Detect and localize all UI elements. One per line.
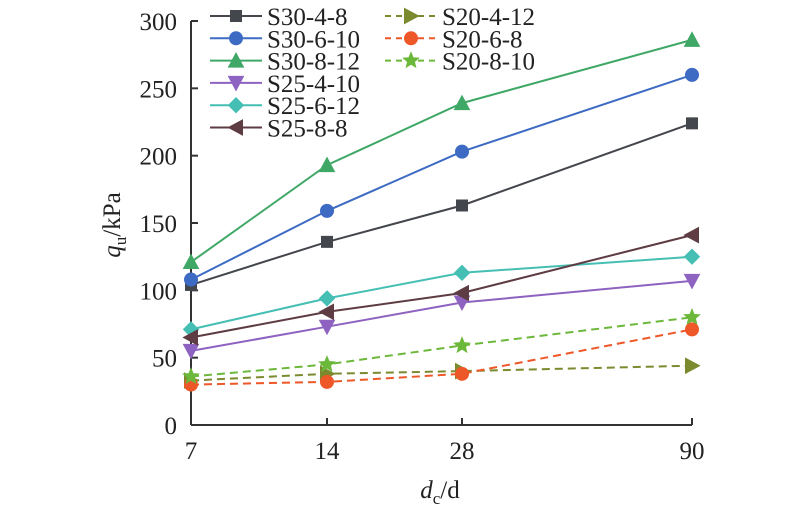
legend-marker [229,31,243,46]
data-point [683,31,701,47]
data-point [685,322,699,337]
y-axis-title-unit: /kPa [99,192,126,236]
y-tick-label: 150 [140,211,178,238]
legend-item: S25-6-12 [210,93,360,120]
legend-item: S20-8-10 [385,49,535,76]
legend-label: S30-6-10 [267,26,360,53]
legend-marker [404,7,420,25]
data-point [456,199,468,212]
data-point [686,117,698,130]
data-point [453,94,471,111]
series-line [190,122,693,286]
data-point [318,156,336,173]
data-point [318,290,336,307]
data-point [455,366,469,381]
y-axis-title-sub: u [111,236,130,245]
legend-label: S20-8-10 [442,49,535,76]
legend-label: S30-4-8 [267,4,348,31]
y-axis-title-var: q [99,245,126,258]
x-axis-title-unit: /d [440,477,460,504]
series-line [190,279,693,352]
y-tick-label: 300 [140,9,178,36]
legend-item: S25-4-10 [210,71,360,98]
y-tick-label: 0 [165,413,178,440]
data-point [182,367,200,385]
data-point [685,357,701,375]
series-line [190,255,693,331]
series-line [190,316,693,378]
legend-label: S20-4-12 [442,4,535,31]
data-point [321,235,333,248]
series-line [190,73,693,281]
data-point [318,355,336,372]
y-tick-label: 250 [140,76,178,103]
legend-marker [404,31,418,46]
data-point [318,319,336,336]
data-point [683,307,701,325]
data-point [320,374,334,389]
legend-label: S25-4-10 [267,71,360,98]
legend-label: S20-6-8 [442,26,523,53]
data-point [182,343,200,360]
x-axis-title: dc/d [420,477,460,508]
data-point [318,303,334,321]
x-tick-label: 28 [450,438,475,465]
y-tick-label: 200 [140,144,178,171]
legend-item: S30-8-12 [210,49,360,76]
legend-marker [227,75,245,92]
series-S25-4-10 [182,273,701,360]
legend-item: S25-8-8 [210,116,348,143]
data-point [320,203,334,218]
series-S25-8-8 [182,226,699,346]
data-point [453,264,471,282]
series-S20-8-10 [182,307,701,385]
series-S20-6-8 [184,322,699,392]
legend-item: S20-4-12 [385,4,535,31]
series-line [190,364,693,382]
series-S30-6-10 [184,67,699,287]
series-line [190,328,693,386]
x-ticks: 7 14 28 90 [185,418,705,465]
series-line [190,38,693,263]
series-line [190,234,693,339]
series-group [182,31,701,392]
x-axis-title-var: d [420,477,433,504]
series-S30-4-8 [185,117,698,291]
legend-label: S25-8-8 [267,116,348,143]
y-tick-label: 50 [152,346,177,373]
legend-marker [227,52,245,68]
legend-item: S30-6-10 [210,26,360,53]
data-point [184,272,198,287]
legend: S30-4-8S30-6-10S30-8-12S25-4-10S25-6-12S… [210,4,535,143]
data-point [182,253,200,270]
data-point [683,248,701,265]
legend-marker [227,96,245,114]
x-tick-label: 7 [185,438,198,465]
data-point [453,336,471,354]
x-tick-label: 14 [315,438,341,465]
legend-marker [227,119,243,136]
data-point [683,273,701,290]
data-point [182,329,198,346]
data-point [683,226,699,244]
legend-label: S25-6-12 [267,93,360,120]
x-tick-label: 90 [680,438,705,465]
data-point [453,284,469,302]
series-S30-8-12 [182,31,701,270]
legend-label: S30-8-12 [267,49,360,76]
x-axis-title-sub: c [433,489,441,508]
legend-item: S20-6-8 [385,26,523,53]
y-tick-label: 100 [140,278,178,305]
legend-item: S30-4-8 [210,4,348,31]
data-point [455,144,469,159]
legend-marker [402,51,420,69]
y-ticks: 0 50 100 150 200 250 300 [140,9,198,440]
legend-marker [230,10,242,22]
data-point [685,67,699,82]
y-axis-title: qu/kPa [99,192,130,257]
